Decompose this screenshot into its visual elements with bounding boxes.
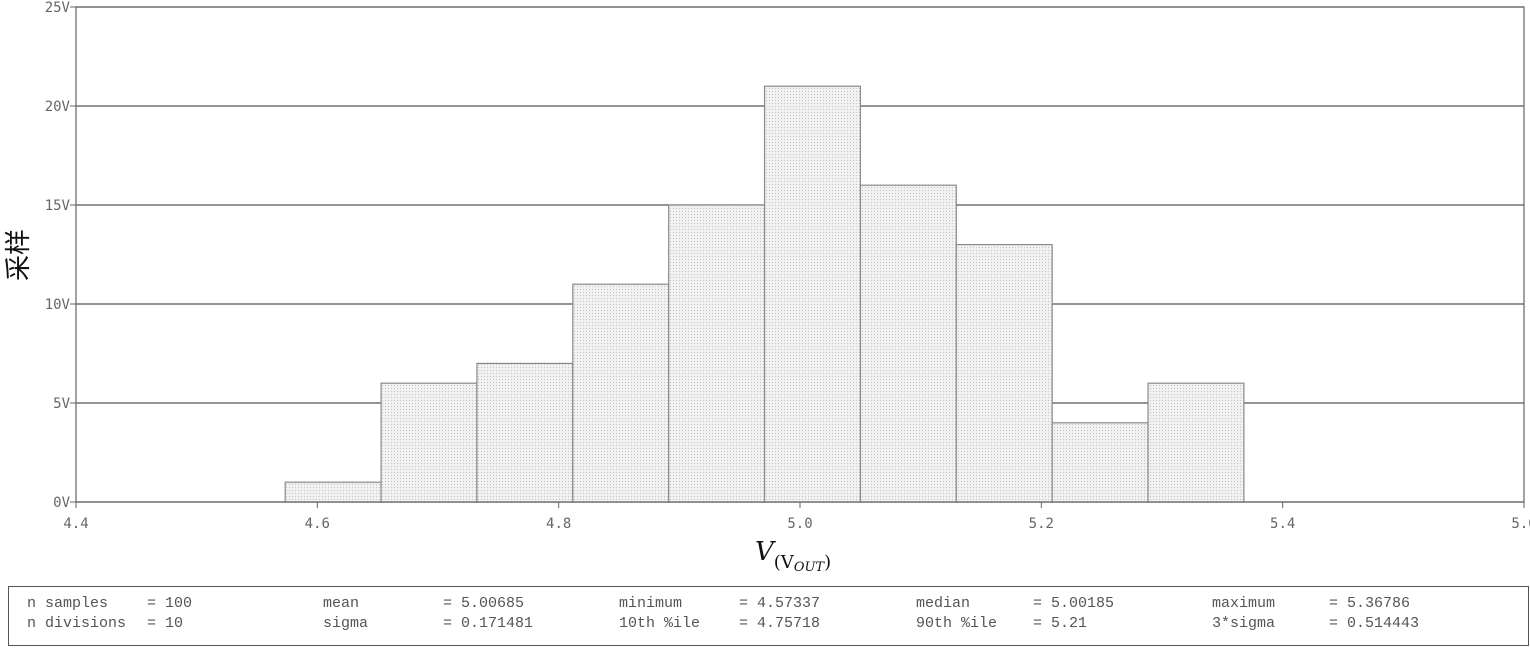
x-tick-labels: 4.4 4.6 4.8 5.0 5.2 5.4 5.6 <box>63 516 1530 532</box>
stat-value: = 0.514443 <box>1329 615 1420 632</box>
histogram-bar <box>572 283 670 503</box>
histogram-bars <box>284 85 1245 503</box>
stat-label: 3*sigma <box>1212 615 1276 632</box>
stat-label: n samples <box>27 595 109 612</box>
statistics-panel: n samples = 100 n divisions = 10 mean = 5.006… <box>8 586 1529 646</box>
x-tick-label: 5.6 <box>1511 516 1530 532</box>
stat-value: = 4.75718 <box>739 615 821 632</box>
stat-label: n divisions <box>27 615 127 632</box>
y-tick-label: 25V <box>45 0 71 16</box>
stat-label: mean <box>323 595 360 612</box>
x-tick-label: 4.4 <box>63 516 88 532</box>
histogram-bar <box>380 382 478 503</box>
stat-value: = 100 <box>147 595 193 612</box>
stat-value: = 5.21 <box>1033 615 1088 632</box>
x-tick-label: 4.8 <box>546 516 571 532</box>
histogram-bar <box>763 85 862 503</box>
histogram-chart: 0V 5V 10V 15V 20V 25V 4.4 4.6 4.8 5.0 5.2 5.4 5.6 采… <box>4 0 1530 575</box>
stat-value: = 5.00685 <box>443 595 525 612</box>
y-tick-label: 20V <box>45 99 71 115</box>
y-tick-label: 15V <box>45 198 71 214</box>
x-tick-label: 5.2 <box>1029 516 1054 532</box>
stat-value: = 5.36786 <box>1329 595 1411 612</box>
y-tick-label: 10V <box>45 297 71 313</box>
x-axis-label: V(VOUT) <box>755 537 831 575</box>
histogram-bar <box>1051 422 1149 503</box>
stat-value: = 4.57337 <box>739 595 821 612</box>
stat-label: median <box>916 595 971 612</box>
histogram-bar <box>284 481 382 503</box>
stat-label: 10th %ile <box>619 615 701 632</box>
axes <box>70 6 1525 508</box>
stat-value: = 5.00185 <box>1033 595 1115 612</box>
x-tick-label: 5.4 <box>1270 516 1295 532</box>
y-axis-label: 采样 <box>4 229 34 281</box>
histogram-bar <box>668 204 766 503</box>
x-tick-label: 4.6 <box>305 516 330 532</box>
stat-value: = 10 <box>147 615 184 632</box>
histogram-bar <box>476 362 574 503</box>
histogram-bar <box>955 244 1053 503</box>
y-tick-label: 5V <box>53 396 70 412</box>
stat-label: minimum <box>619 595 683 612</box>
histogram-bar <box>859 184 957 503</box>
y-tick-labels: 0V 5V 10V 15V 20V 25V <box>45 0 71 511</box>
x-tick-label: 5.0 <box>787 516 812 532</box>
stat-label: 90th %ile <box>916 615 998 632</box>
y-tick-label: 0V <box>53 495 70 511</box>
histogram-bar <box>1147 382 1245 503</box>
stat-label: sigma <box>323 615 369 632</box>
stat-label: maximum <box>1212 595 1276 612</box>
stat-value: = 0.171481 <box>443 615 534 632</box>
